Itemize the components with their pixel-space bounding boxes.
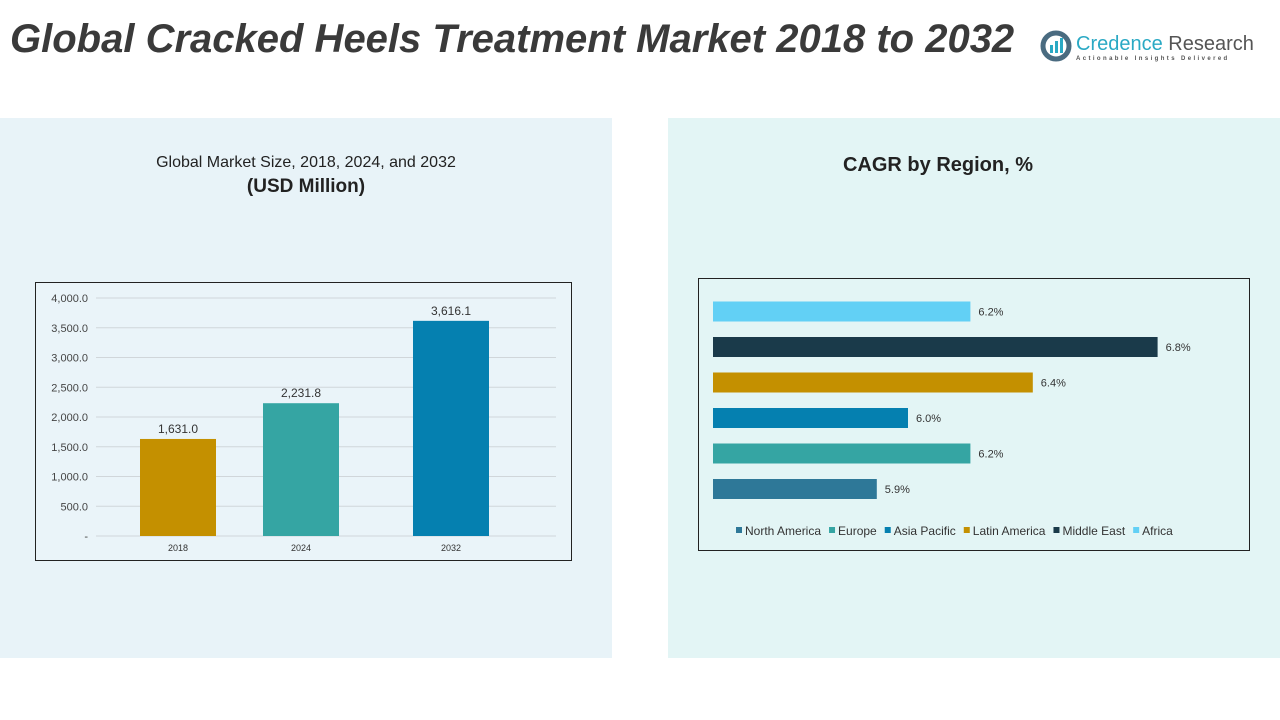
data-label: 6.2% bbox=[978, 307, 1003, 319]
page-title: Global Cracked Heels Treatment Market 20… bbox=[10, 17, 1015, 61]
bar-2024 bbox=[263, 403, 339, 536]
y-tick-label: 2,500.0 bbox=[51, 382, 88, 394]
y-tick-label: 3,000.0 bbox=[51, 353, 88, 365]
legend-item: Latin America bbox=[973, 524, 1046, 538]
legend-swatch bbox=[884, 527, 891, 533]
chart1-frame: - 500.0 1,000.0 1,500.0 2,000.0 2,500.0 3,000.… bbox=[35, 282, 572, 561]
legend-item: Europe bbox=[838, 524, 877, 538]
cagr-chart: 5.9% 6.2% 6.0% 6.4% 6.8% 6.2% North America Eur… bbox=[713, 301, 1191, 538]
legend-swatch bbox=[1133, 527, 1140, 533]
logo-name-2: Research bbox=[1168, 32, 1254, 55]
legend-swatch bbox=[1053, 527, 1060, 533]
bar-2032 bbox=[413, 320, 489, 536]
legend-item: Asia Pacific bbox=[894, 524, 956, 538]
x-tick-label: 2024 bbox=[291, 543, 311, 553]
chart2-frame: 5.9% 6.2% 6.0% 6.4% 6.8% 6.2% North America Eur… bbox=[698, 278, 1250, 551]
legend-swatch bbox=[829, 527, 836, 533]
legend-swatch bbox=[963, 527, 970, 533]
chart1-subtitle: (USD Million) bbox=[246, 176, 366, 197]
legend-item: Middle East bbox=[1062, 524, 1125, 538]
bar-north-america bbox=[713, 479, 877, 499]
data-label: 3,616.1 bbox=[431, 304, 471, 318]
y-tick-label: 1,000.0 bbox=[51, 472, 88, 484]
x-tick-label: 2018 bbox=[168, 543, 188, 553]
y-tick-label: 4,000.0 bbox=[51, 293, 88, 305]
data-label: 6.4% bbox=[1041, 378, 1066, 390]
logo-name-1: Credence bbox=[1076, 32, 1163, 55]
legend-swatch bbox=[736, 527, 742, 533]
chart1-title: Global Market Size, 2018, 2024, and 2032 bbox=[156, 154, 456, 171]
legend-item: Africa bbox=[1142, 524, 1173, 538]
y-tick-label: 1,500.0 bbox=[51, 442, 88, 454]
bar-2018 bbox=[140, 438, 216, 536]
y-tick-label: 3,500.0 bbox=[51, 323, 88, 335]
legend-item: North America bbox=[745, 524, 821, 538]
data-label: 5.9% bbox=[885, 484, 910, 496]
logo-icon bbox=[1040, 30, 1072, 62]
y-tick-label: - bbox=[84, 531, 88, 543]
data-label: 6.0% bbox=[916, 413, 941, 425]
bar-europe bbox=[713, 443, 971, 464]
bar-latin-america bbox=[713, 372, 1033, 393]
bar-asia-pacific bbox=[713, 408, 908, 428]
logo: Credence Research Actionable Insights De… bbox=[1040, 30, 1254, 64]
y-tick-label: 2,000.0 bbox=[51, 412, 88, 424]
x-tick-label: 2032 bbox=[441, 543, 461, 553]
logo-tagline: Actionable Insights Delivered bbox=[1076, 55, 1230, 62]
data-label: 6.2% bbox=[978, 449, 1003, 461]
y-tick-label: 500.0 bbox=[60, 501, 88, 513]
bar-africa bbox=[713, 301, 971, 322]
data-label: 6.8% bbox=[1166, 342, 1191, 354]
data-label: 2,231.8 bbox=[281, 386, 321, 400]
market-size-chart: - 500.0 1,000.0 1,500.0 2,000.0 2,500.0 3,000.… bbox=[51, 293, 556, 553]
data-label: 1,631.0 bbox=[158, 422, 198, 436]
chart2-title: CAGR by Region, % bbox=[842, 154, 1033, 176]
bar-middle-east bbox=[713, 337, 1158, 357]
